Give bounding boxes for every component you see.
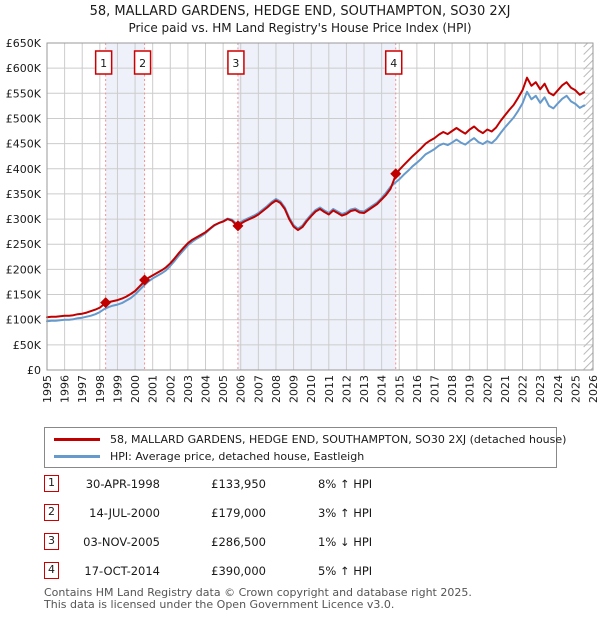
svg-text:2013: 2013 bbox=[358, 375, 371, 403]
svg-text:£250K: £250K bbox=[6, 238, 42, 251]
ownership-bands bbox=[105, 43, 396, 370]
svg-text:2022: 2022 bbox=[517, 375, 530, 403]
page-title: 58, MALLARD GARDENS, HEDGE END, SOUTHAMP… bbox=[89, 4, 511, 19]
table-row: 2 14-JUL-2000 £179,000 3% ↑ HPI bbox=[0, 504, 600, 523]
svg-text:2021: 2021 bbox=[499, 375, 512, 403]
svg-text:2005: 2005 bbox=[217, 375, 230, 403]
plot-border bbox=[46, 42, 594, 371]
svg-text:£650K: £650K bbox=[6, 37, 42, 50]
sale-price: £179,000 bbox=[211, 506, 266, 520]
sale-marker-lines bbox=[105, 43, 397, 370]
svg-text:2019: 2019 bbox=[464, 375, 477, 403]
svg-text:2008: 2008 bbox=[270, 375, 283, 403]
x-axis-labels: 1995 1996 1997 1998 1999 2000 2001 2002 2003 2004… bbox=[41, 375, 600, 403]
svg-text:2010: 2010 bbox=[305, 375, 318, 403]
svg-text:2016: 2016 bbox=[411, 375, 424, 403]
svg-text:2006: 2006 bbox=[235, 375, 248, 403]
svg-text:2024: 2024 bbox=[552, 375, 565, 403]
svg-text:£200K: £200K bbox=[6, 263, 42, 276]
sale-point-markers bbox=[100, 168, 402, 309]
sale-number-badge: 1 bbox=[44, 475, 59, 492]
sale-price: £133,950 bbox=[211, 477, 266, 491]
svg-text:4: 4 bbox=[390, 57, 397, 70]
svg-text:1: 1 bbox=[100, 57, 107, 70]
legend-item-hpi: HPI: Average price, detached house, East… bbox=[54, 450, 556, 463]
svg-text:2: 2 bbox=[139, 57, 146, 70]
svg-text:£600K: £600K bbox=[6, 62, 42, 75]
svg-text:2026: 2026 bbox=[587, 375, 600, 403]
sale-date: 14-JUL-2000 bbox=[89, 506, 160, 520]
svg-text:2007: 2007 bbox=[252, 375, 265, 403]
svg-text:2000: 2000 bbox=[129, 375, 142, 403]
hatch-future-region bbox=[583, 42, 594, 371]
sale-hpi-delta: 5% ↑ HPI bbox=[318, 564, 373, 578]
chart-legend: 58, MALLARD GARDENS, HEDGE END, SOUTHAMP… bbox=[44, 427, 566, 468]
svg-text:2014: 2014 bbox=[376, 375, 389, 403]
svg-text:£500K: £500K bbox=[6, 112, 42, 125]
svg-text:1996: 1996 bbox=[59, 375, 72, 403]
price-paid-line-swatch bbox=[54, 437, 100, 441]
sale-price: £390,000 bbox=[211, 564, 266, 578]
svg-text:2012: 2012 bbox=[340, 375, 353, 403]
page-subtitle: Price paid vs. HM Land Registry's House … bbox=[128, 21, 472, 35]
svg-text:£550K: £550K bbox=[6, 87, 42, 100]
svg-text:£300K: £300K bbox=[6, 213, 42, 226]
copyright-line: Contains HM Land Registry data © Crown c… bbox=[44, 586, 472, 599]
sale-hpi-delta: 1% ↓ HPI bbox=[318, 535, 373, 549]
sale-number-badge: 3 bbox=[44, 533, 59, 550]
sale-hpi-delta: 3% ↑ HPI bbox=[318, 506, 373, 520]
sale-date: 17-OCT-2014 bbox=[84, 564, 160, 578]
legend-item-price-paid: 58, MALLARD GARDENS, HEDGE END, SOUTHAMP… bbox=[54, 433, 566, 446]
svg-text:2025: 2025 bbox=[569, 375, 582, 403]
svg-text:2011: 2011 bbox=[323, 375, 336, 403]
sale-hpi-delta: 8% ↑ HPI bbox=[318, 477, 373, 491]
sale-number-boxes: 1 2 3 4 bbox=[94, 50, 403, 75]
svg-text:2002: 2002 bbox=[164, 375, 177, 403]
svg-text:2009: 2009 bbox=[288, 375, 301, 403]
price-history-chart: 1 2 3 4 £0 £50K £100K £150K £200K £250K £300K £350K… bbox=[6, 37, 600, 403]
svg-text:2017: 2017 bbox=[428, 375, 441, 403]
svg-text:3: 3 bbox=[232, 57, 239, 70]
svg-text:1997: 1997 bbox=[76, 375, 89, 403]
series-price-paid-line bbox=[46, 76, 586, 319]
svg-text:£450K: £450K bbox=[6, 138, 42, 151]
sale-number-badge: 4 bbox=[44, 562, 59, 579]
svg-text:2001: 2001 bbox=[147, 375, 160, 403]
licence-line: This data is licensed under the Open Gov… bbox=[44, 598, 395, 611]
svg-text:2015: 2015 bbox=[393, 375, 406, 403]
svg-text:2018: 2018 bbox=[446, 375, 459, 403]
table-row: 3 03-NOV-2005 £286,500 1% ↓ HPI bbox=[0, 533, 600, 552]
table-row: 1 30-APR-1998 £133,950 8% ↑ HPI bbox=[0, 475, 600, 494]
svg-text:2023: 2023 bbox=[534, 375, 547, 403]
legend-label-price-paid: 58, MALLARD GARDENS, HEDGE END, SOUTHAMP… bbox=[110, 432, 567, 446]
table-row: 4 17-OCT-2014 £390,000 5% ↑ HPI bbox=[0, 562, 600, 581]
sale-number-badge: 2 bbox=[44, 504, 59, 521]
sale-price: £286,500 bbox=[211, 535, 266, 549]
svg-text:£150K: £150K bbox=[6, 289, 42, 302]
hpi-line-swatch bbox=[54, 454, 100, 458]
svg-text:£50K: £50K bbox=[13, 339, 42, 352]
sale-date: 30-APR-1998 bbox=[85, 477, 160, 491]
svg-text:1995: 1995 bbox=[41, 375, 54, 403]
svg-text:2004: 2004 bbox=[200, 375, 213, 403]
svg-text:£350K: £350K bbox=[6, 188, 42, 201]
sale-date: 03-NOV-2005 bbox=[83, 535, 160, 549]
svg-text:2003: 2003 bbox=[182, 375, 195, 403]
svg-text:2020: 2020 bbox=[481, 375, 494, 403]
svg-text:£0: £0 bbox=[27, 364, 41, 377]
y-axis-labels: £0 £50K £100K £150K £200K £250K £300K £350K £400… bbox=[6, 37, 42, 377]
legend-label-hpi: HPI: Average price, detached house, East… bbox=[110, 449, 365, 463]
svg-text:1998: 1998 bbox=[94, 375, 107, 403]
svg-text:1999: 1999 bbox=[111, 375, 124, 403]
svg-text:£400K: £400K bbox=[6, 163, 42, 176]
svg-text:£100K: £100K bbox=[6, 314, 42, 327]
series-hpi-line bbox=[46, 90, 586, 323]
